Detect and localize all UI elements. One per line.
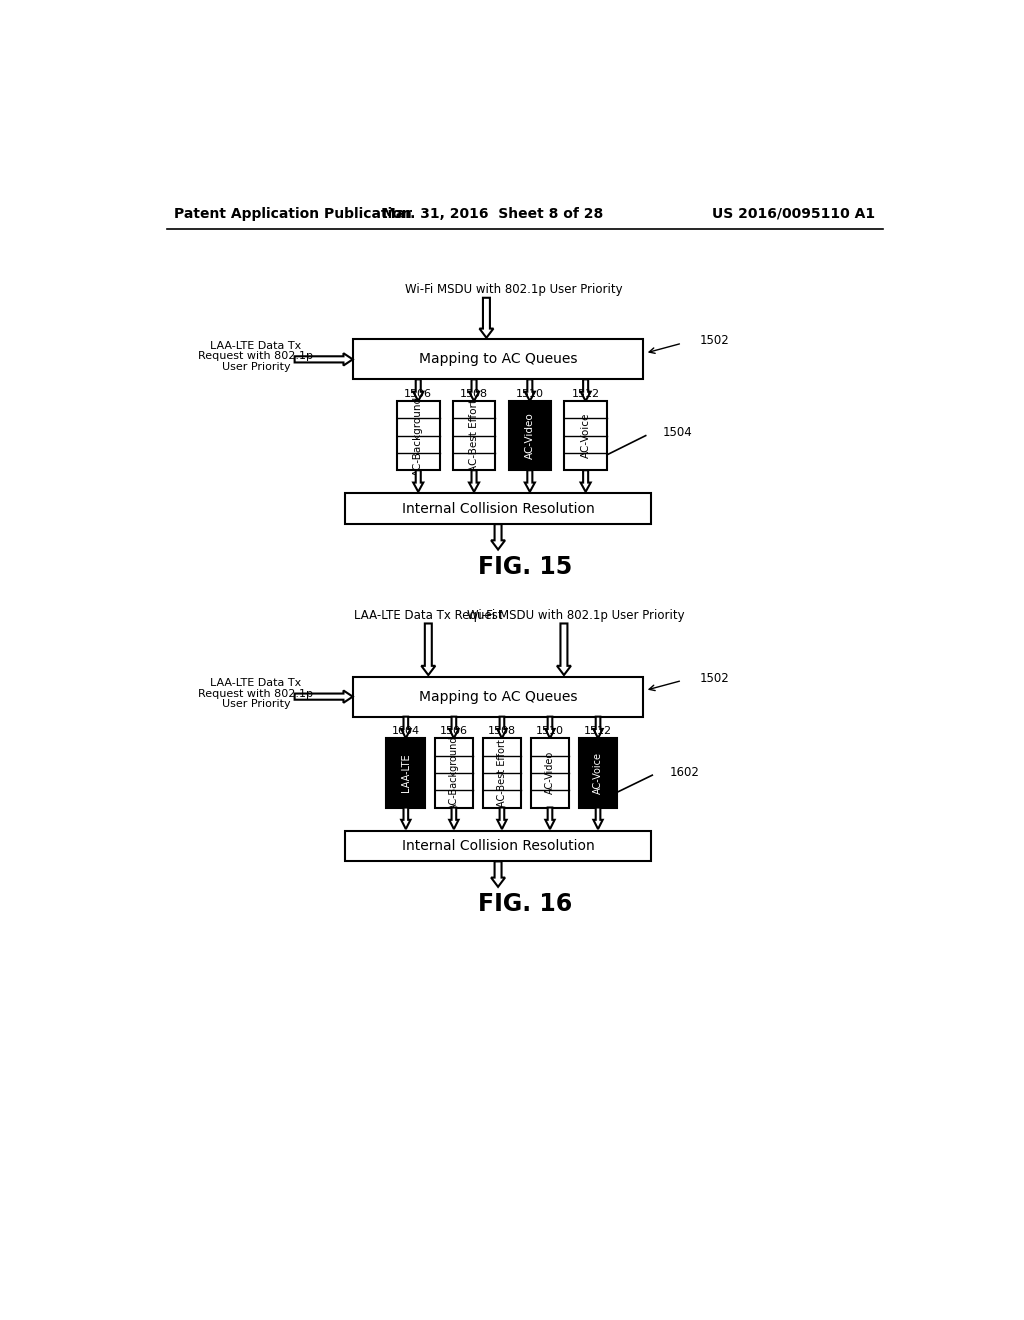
Text: 1504: 1504	[663, 426, 692, 440]
Polygon shape	[414, 470, 423, 492]
Text: US 2016/0095110 A1: US 2016/0095110 A1	[712, 207, 876, 220]
Bar	[386, 738, 425, 808]
Text: AC-Voice: AC-Voice	[593, 752, 603, 793]
Polygon shape	[498, 717, 507, 738]
Text: FIG. 15: FIG. 15	[477, 554, 572, 578]
Text: AC-Video: AC-Video	[525, 412, 535, 459]
Polygon shape	[295, 690, 352, 702]
Text: AC-Video: AC-Video	[545, 751, 555, 795]
Polygon shape	[295, 354, 352, 366]
Bar	[453, 401, 496, 470]
Text: 1510: 1510	[516, 389, 544, 399]
Text: 1508: 1508	[487, 726, 516, 737]
Polygon shape	[581, 379, 591, 401]
Text: AC-Background: AC-Background	[449, 735, 459, 810]
Bar	[482, 738, 521, 808]
Text: User Priority: User Priority	[221, 700, 290, 709]
Polygon shape	[557, 623, 571, 675]
Polygon shape	[546, 717, 555, 738]
Text: LAA-LTE Data Tx: LAA-LTE Data Tx	[210, 677, 301, 688]
Text: 1506: 1506	[440, 726, 468, 737]
Text: AC-Voice: AC-Voice	[581, 413, 591, 458]
Polygon shape	[492, 862, 505, 887]
Text: Internal Collision Resolution: Internal Collision Resolution	[401, 840, 595, 853]
Text: 1604: 1604	[392, 726, 420, 737]
Polygon shape	[414, 379, 423, 401]
Bar	[434, 738, 473, 808]
Text: User Priority: User Priority	[221, 362, 290, 372]
Bar	[579, 738, 617, 808]
Text: AC-Best Effort: AC-Best Effort	[497, 739, 507, 807]
Polygon shape	[421, 623, 435, 675]
Bar	[345, 830, 651, 862]
Polygon shape	[492, 524, 505, 549]
Text: FIG. 16: FIG. 16	[477, 892, 572, 916]
Text: Mar. 31, 2016  Sheet 8 of 28: Mar. 31, 2016 Sheet 8 of 28	[382, 207, 603, 220]
Bar	[530, 738, 569, 808]
Polygon shape	[524, 470, 535, 492]
Text: Internal Collision Resolution: Internal Collision Resolution	[401, 502, 595, 516]
Polygon shape	[479, 298, 494, 338]
Text: AC-Best Effort: AC-Best Effort	[469, 399, 479, 473]
Polygon shape	[498, 808, 507, 829]
Text: 1512: 1512	[584, 726, 612, 737]
Text: Request with 802.1p: Request with 802.1p	[199, 351, 313, 362]
Bar	[352, 339, 643, 379]
Polygon shape	[469, 470, 479, 492]
Text: 1506: 1506	[404, 389, 432, 399]
Text: Request with 802.1p: Request with 802.1p	[199, 689, 313, 698]
Polygon shape	[450, 717, 459, 738]
Text: Mapping to AC Queues: Mapping to AC Queues	[419, 689, 578, 704]
Bar	[345, 494, 651, 524]
Polygon shape	[593, 808, 603, 829]
Text: Patent Application Publication: Patent Application Publication	[174, 207, 413, 220]
Text: LAA-LTE Data Tx Request: LAA-LTE Data Tx Request	[354, 609, 503, 622]
Text: 1502: 1502	[700, 672, 730, 685]
Polygon shape	[401, 808, 411, 829]
Text: Wi-Fi MSDU with 802.1p User Priority: Wi-Fi MSDU with 802.1p User Priority	[404, 282, 623, 296]
Text: LAA-LTE Data Tx: LAA-LTE Data Tx	[210, 341, 301, 351]
Polygon shape	[581, 470, 591, 492]
Bar	[564, 401, 607, 470]
Text: 1510: 1510	[536, 726, 564, 737]
Text: LAA-LTE: LAA-LTE	[400, 754, 411, 792]
Bar	[352, 677, 643, 717]
Polygon shape	[401, 717, 411, 738]
Text: 1602: 1602	[670, 766, 699, 779]
Polygon shape	[469, 379, 479, 401]
Bar	[509, 401, 551, 470]
Text: 1512: 1512	[571, 389, 600, 399]
Text: 1502: 1502	[700, 334, 730, 347]
Bar	[397, 401, 439, 470]
Text: 1508: 1508	[460, 389, 488, 399]
Text: Mapping to AC Queues: Mapping to AC Queues	[419, 352, 578, 367]
Polygon shape	[593, 717, 603, 738]
Text: Wi-Fi MSDU with 802.1p User Priority: Wi-Fi MSDU with 802.1p User Priority	[467, 609, 684, 622]
Polygon shape	[546, 808, 555, 829]
Text: AC-Background: AC-Background	[414, 396, 423, 475]
Polygon shape	[524, 379, 535, 401]
Polygon shape	[450, 808, 459, 829]
